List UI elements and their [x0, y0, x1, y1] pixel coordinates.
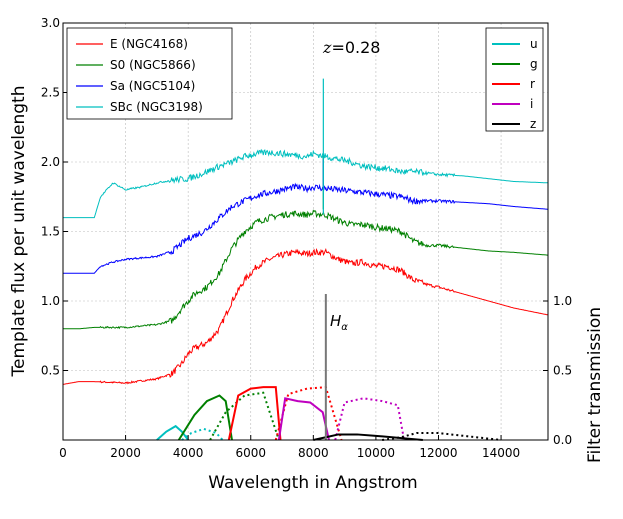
y2-tick-label: 1.0: [553, 294, 572, 308]
template-curves: [62, 148, 549, 385]
y-tick-label: 3.0: [41, 16, 60, 30]
filter-curve-g: [177, 394, 233, 441]
template-curve: [62, 247, 549, 385]
y-tick-label: 0.5: [41, 364, 60, 378]
y2-tick-label: 0.5: [553, 364, 572, 378]
y-tick-label: 1.0: [41, 294, 60, 308]
filter-curve-g-redshifted: [209, 391, 280, 441]
x-tick-label: 0: [59, 446, 67, 460]
y2-tick-label: 0.0: [553, 433, 572, 447]
y2-axis-ticks: 0.0 0.5 1.0: [543, 294, 572, 447]
x-tick-label: 14000: [482, 446, 520, 460]
filter-curve-z-redshifted: [382, 432, 502, 441]
legend-label: S0 (NGC5866): [110, 58, 196, 72]
halpha-annotation: Hα: [330, 312, 348, 333]
y-tick-label: 2.0: [41, 155, 60, 169]
x-tick-label: 2000: [110, 446, 141, 460]
legend-label: i: [530, 97, 533, 111]
legend-label: SBc (NGC3198): [110, 100, 203, 114]
legend-templates: E (NGC4168) S0 (NGC5866) Sa (NGC5104) SBc (…: [66, 27, 233, 120]
y-tick-label: 1.5: [41, 225, 60, 239]
x-tick-label: 4000: [173, 446, 204, 460]
legend-label: u: [530, 37, 538, 51]
x-axis-label: Wavelength in Angstrom: [208, 473, 417, 493]
y-axis-ticks: 0.5 1.0 1.5 2.0 2.5 3.0: [41, 16, 68, 378]
legend-label: r: [530, 77, 535, 91]
y2-axis-label: Filter transmission: [585, 307, 605, 463]
x-axis-ticks: 0 2000 4000 6000 8000 10000 12000 14000: [59, 435, 520, 460]
x-tick-label: 10000: [357, 446, 395, 460]
template-curve: [63, 209, 548, 330]
legend-label: E (NGC4168): [110, 37, 188, 51]
y-axis-label: Template flux per unit wavelength: [9, 86, 29, 378]
filter-curve-u-redshifted: [181, 427, 224, 441]
filter-curve-u: [156, 424, 189, 441]
y-tick-label: 2.5: [41, 86, 60, 100]
x-tick-label: 12000: [419, 446, 457, 460]
filter-curve-r: [227, 386, 282, 441]
template-curve: [63, 182, 549, 274]
legend-right-frame: [485, 27, 544, 132]
x-tick-label: 6000: [235, 446, 266, 460]
legend-label: Sa (NGC5104): [110, 79, 195, 93]
legend-label: z: [530, 117, 536, 131]
template-curve: [63, 148, 548, 219]
filter-curves: [156, 386, 502, 441]
filter-curve-i: [277, 397, 330, 441]
redshift-annotation: z=0.28: [322, 38, 380, 57]
legend-label: g: [530, 57, 538, 71]
legend-left-frame: [66, 27, 233, 120]
x-tick-label: 8000: [298, 446, 329, 460]
